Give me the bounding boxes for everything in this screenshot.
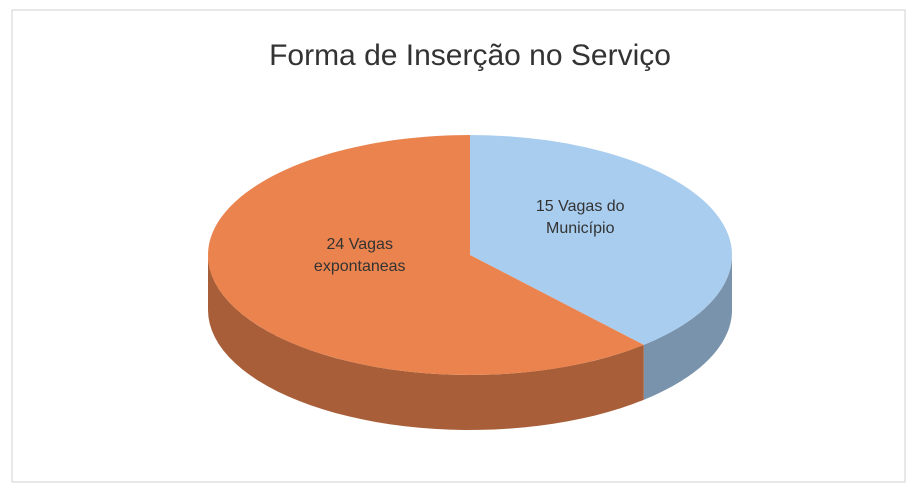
- slice-side: [208, 255, 644, 430]
- data-label: 15 Vagas do Município: [535, 197, 625, 237]
- chart-title: Forma de Inserção no Serviço: [269, 39, 671, 72]
- slice: [208, 135, 644, 376]
- data-label: 24 Vagas expontaneas: [313, 236, 406, 276]
- slice-side: [643, 255, 732, 400]
- slice: [470, 135, 732, 345]
